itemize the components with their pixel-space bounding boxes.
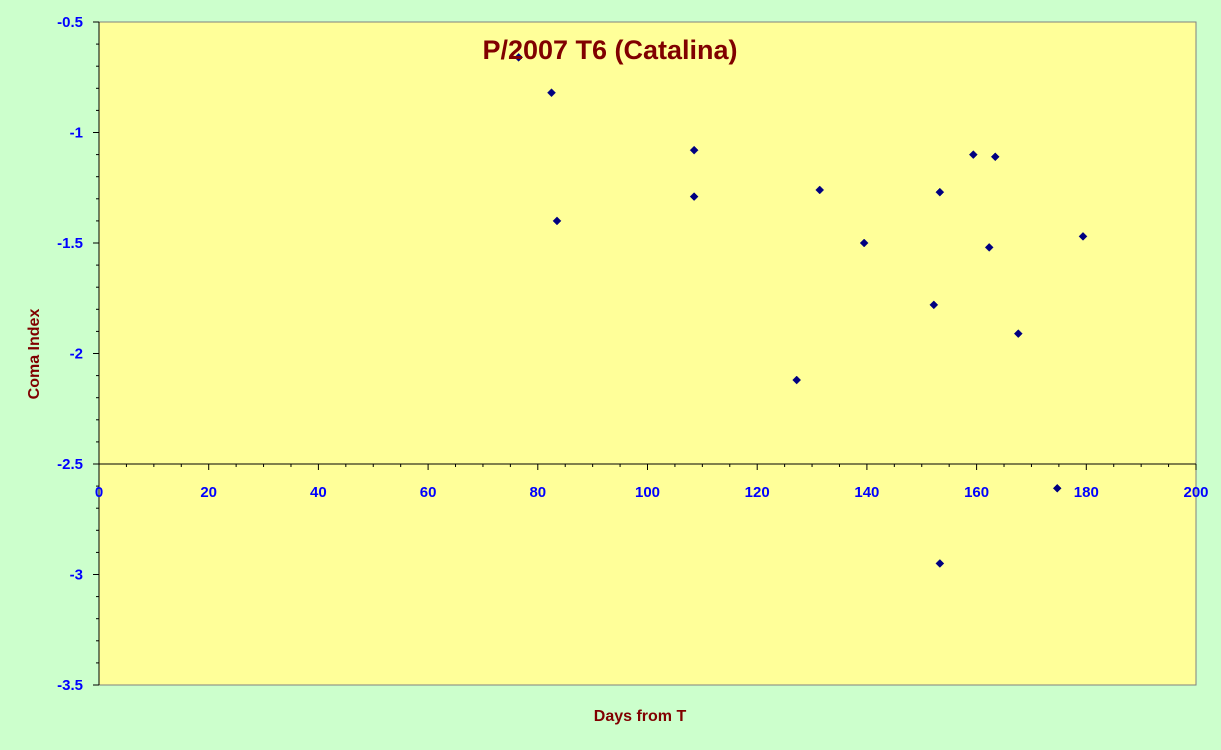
- y-tick-label: -0.5: [57, 14, 83, 31]
- y-tick-label: -3: [70, 567, 83, 584]
- data-point: [689, 192, 699, 201]
- x-tick-label: 180: [1074, 484, 1099, 501]
- y-tick-label: -1.5: [57, 235, 83, 252]
- x-tick-label: 200: [1183, 484, 1208, 501]
- x-tick-label: 140: [854, 484, 879, 501]
- x-tick-labels: 0 20 40 60 80 100 120 140 160 180 200: [95, 484, 1209, 501]
- x-axis-title: Days from T: [594, 708, 687, 725]
- data-point: [547, 88, 556, 98]
- data-point: [968, 150, 978, 159]
- data-point: [935, 559, 945, 568]
- plot-area: [98, 21, 1197, 686]
- x-tick-label: 120: [745, 484, 770, 501]
- y-tick-label: -3.5: [57, 677, 83, 694]
- x-tick-label: 20: [200, 484, 217, 501]
- data-point: [1013, 329, 1023, 338]
- data-point: [552, 216, 562, 226]
- data-point: [929, 300, 939, 310]
- data-point: [859, 238, 869, 248]
- data-point: [689, 145, 699, 155]
- y-tick-label: -1: [70, 125, 83, 142]
- data-points: [514, 53, 1088, 568]
- axes: [93, 21, 1197, 686]
- y-axis-title: Coma Index: [26, 309, 43, 400]
- data-point: [792, 375, 802, 385]
- x-tick-label: 60: [420, 484, 437, 501]
- y-tick-label: -2.5: [57, 456, 83, 473]
- x-tick-label: 80: [529, 484, 546, 501]
- y-tick-labels: -0.5 -1 -1.5 -2 -2.5 -3 -3.5: [57, 14, 83, 694]
- x-tick-label: 40: [310, 484, 327, 501]
- x-tick-label: 160: [964, 484, 989, 501]
- data-point: [1078, 232, 1088, 241]
- chart-title: P/2007 T6 (Catalina): [482, 35, 737, 65]
- data-point: [990, 152, 1000, 162]
- data-point: [1052, 483, 1062, 493]
- x-tick-label: 0: [95, 484, 103, 501]
- data-point: [815, 185, 825, 195]
- y-tick-label: -2: [70, 346, 83, 363]
- x-tick-label: 100: [635, 484, 660, 501]
- data-point: [935, 187, 945, 197]
- data-point: [984, 243, 994, 252]
- data-point: [514, 53, 523, 62]
